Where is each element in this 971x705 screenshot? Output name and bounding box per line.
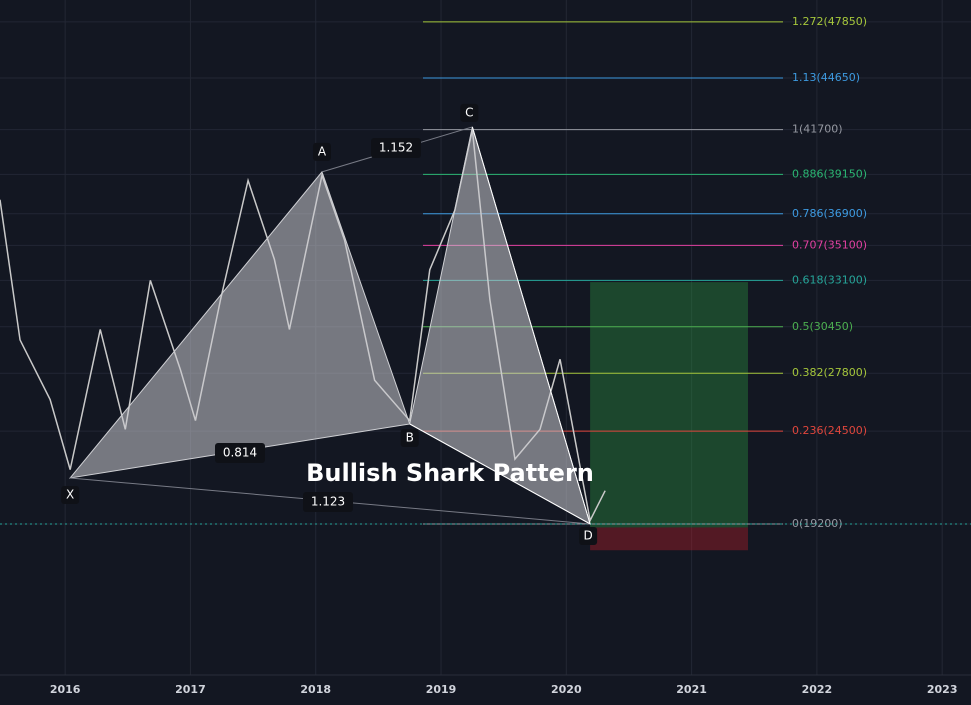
x-tick-label: 2020: [551, 683, 582, 696]
ratio-box: [371, 138, 421, 158]
ratio-label: 0.814: [223, 446, 257, 460]
fib-label: 0.5(30450): [792, 320, 853, 333]
point-box: [460, 103, 479, 122]
target-zone: [590, 282, 748, 528]
x-tick-label: 2016: [50, 683, 81, 696]
point-label: B: [406, 430, 414, 444]
point-label: X: [66, 487, 74, 501]
fib-label: 0(19200): [792, 517, 843, 530]
point-box: [400, 428, 419, 447]
x-tick-label: 2017: [175, 683, 206, 696]
ratio-box: [215, 443, 265, 463]
fib-label: 0.382(27800): [792, 366, 867, 379]
point-label: A: [318, 144, 327, 158]
fib-label: 1.13(44650): [792, 71, 860, 84]
fib-label: 0.236(24500): [792, 424, 867, 437]
x-tick-label: 2018: [300, 683, 331, 696]
ratio-label: 1.123: [311, 495, 345, 509]
point-label: C: [465, 105, 473, 119]
fib-label: 0.707(35100): [792, 238, 867, 251]
stop-zone: [590, 527, 748, 551]
x-tick-label: 2019: [426, 683, 457, 696]
x-tick-label: 2022: [802, 683, 833, 696]
pattern-leg: [409, 423, 591, 525]
point-label: D: [583, 528, 592, 542]
point-box: [61, 485, 80, 504]
point-box: [312, 142, 331, 161]
fib-label: 0.886(39150): [792, 167, 867, 180]
fib-label: 1(41700): [792, 123, 843, 136]
pattern-leg: [471, 126, 591, 525]
ratio-label: 1.152: [379, 141, 413, 155]
fib-label: 1.272(47850): [792, 15, 867, 28]
chart-title: Bullish Shark Pattern: [306, 459, 594, 487]
x-tick-label: 2021: [676, 683, 707, 696]
x-tick-label: 2023: [927, 683, 958, 696]
fib-label: 0.618(33100): [792, 273, 867, 286]
point-box: [579, 526, 598, 545]
ratio-box: [303, 492, 353, 512]
fib-label: 0.786(36900): [792, 207, 867, 220]
